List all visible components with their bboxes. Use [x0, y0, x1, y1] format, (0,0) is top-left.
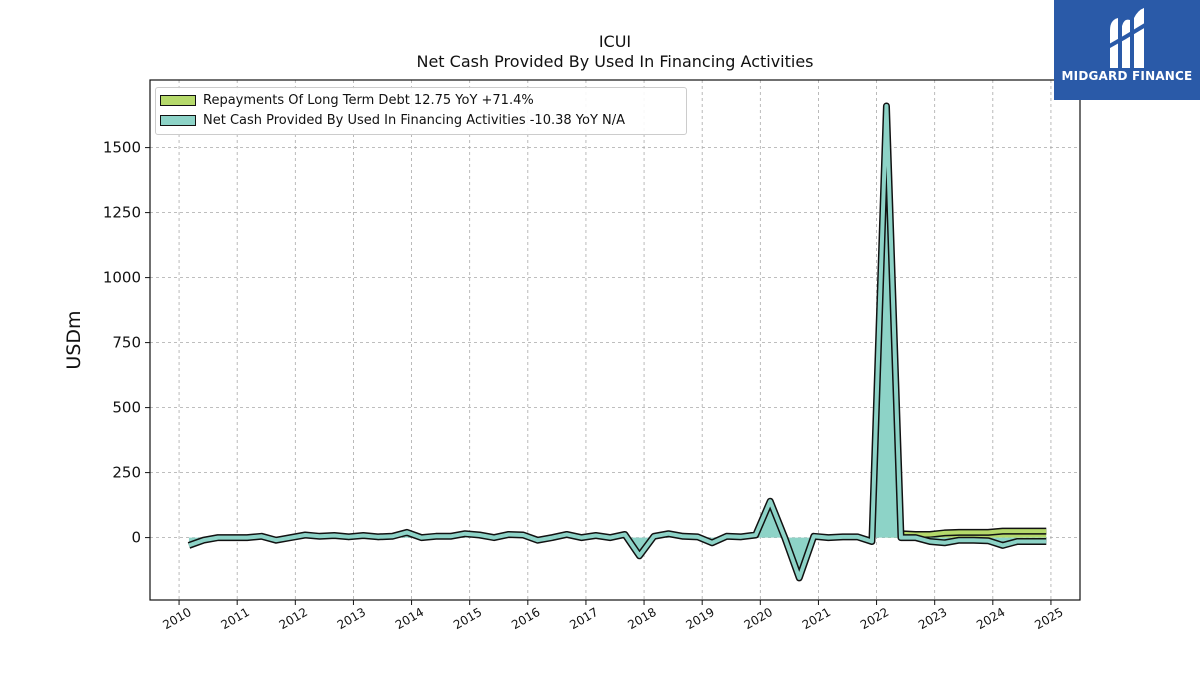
y-tick-label: 0 [131, 529, 141, 547]
legend-swatch-net-cash [160, 114, 196, 126]
plot-frame [149, 79, 1081, 601]
x-tick-label: 2019 [683, 605, 716, 632]
x-tick-label: 2018 [625, 605, 658, 632]
x-tick-label: 2023 [916, 605, 949, 632]
legend-item-net-cash: Net Cash Provided By Used In Financing A… [160, 111, 625, 129]
x-tick-label: 2013 [335, 605, 368, 632]
y-tick-label: 1250 [103, 204, 141, 222]
legend-label-net-cash: Net Cash Provided By Used In Financing A… [203, 112, 626, 128]
legend-label-repayments: Repayments Of Long Term Debt 12.75 YoY +… [203, 92, 534, 108]
y-tick-label: 750 [112, 334, 141, 352]
chart-subtitle: Net Cash Provided By Used In Financing A… [416, 52, 814, 71]
y-tick-label: 1500 [103, 139, 141, 157]
y-axis-label: USDm [63, 310, 85, 369]
legend: Repayments Of Long Term Debt 12.75 YoY +… [155, 87, 687, 135]
x-tick-label: 2017 [567, 605, 600, 632]
x-tick-label: 2012 [277, 605, 310, 632]
x-tick-label: 2024 [974, 605, 1007, 632]
x-tick-label: 2011 [218, 605, 251, 632]
logo-text: MIDGARD FINANCE [1061, 69, 1193, 83]
y-tick-label: 250 [112, 464, 141, 482]
legend-item-repayments: Repayments Of Long Term Debt 12.75 YoY +… [160, 91, 534, 109]
x-tick-label: 2015 [451, 605, 484, 632]
x-tick-label: 2020 [742, 605, 775, 632]
y-tick-label: 500 [112, 399, 141, 417]
y-tick-label: 1000 [103, 269, 141, 287]
x-tick-label: 2022 [858, 605, 891, 632]
x-tick-label: 2021 [800, 605, 833, 632]
legend-swatch-repayments [160, 94, 196, 106]
x-tick-label: 2025 [1032, 605, 1065, 632]
chart-title: ICUI [598, 32, 632, 51]
x-tick-label: 2016 [509, 605, 542, 632]
plot-area [150, 80, 1080, 600]
series-line-1 [188, 104, 1047, 580]
midgard-finance-logo: MIDGARD FINANCE [1054, 0, 1200, 100]
logo-mark-icon [1106, 8, 1150, 68]
x-tick-label: 2014 [393, 605, 426, 632]
x-tick-label: 2010 [160, 605, 193, 632]
